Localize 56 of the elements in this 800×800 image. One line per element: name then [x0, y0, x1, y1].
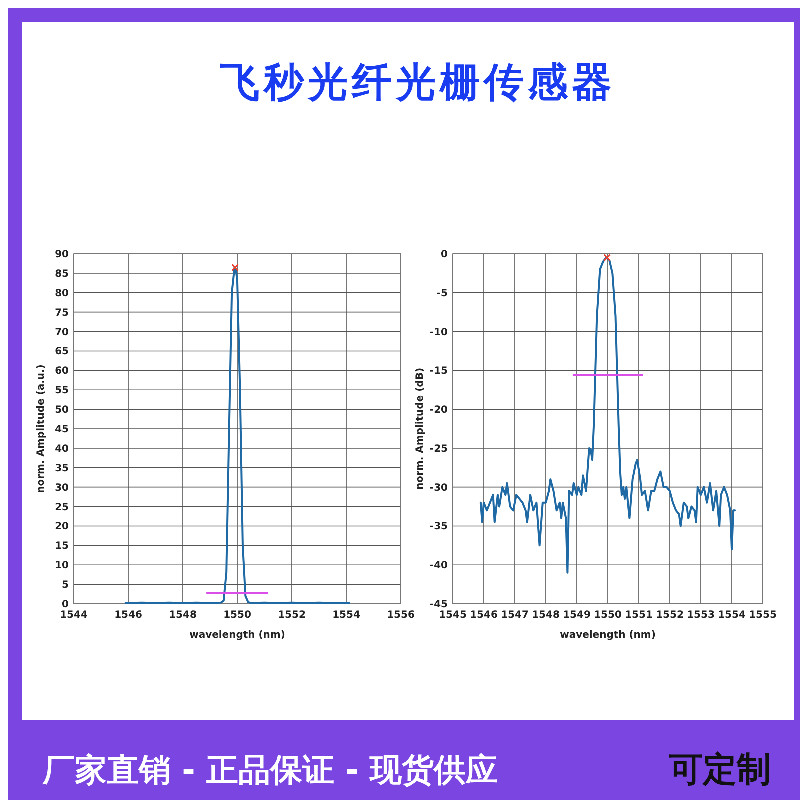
y-tick-label: 60 [55, 366, 70, 378]
y-tick-label: 30 [55, 482, 70, 494]
y-tick-label: -10 [430, 327, 448, 338]
x-tick-label: 1548 [532, 610, 560, 621]
y-tick-label: 40 [55, 444, 70, 455]
x-tick-label: 1552 [278, 610, 306, 621]
y-tick-label: 20 [55, 522, 70, 533]
y-axis-title: norm. Amplitude (a.u.) [36, 364, 47, 494]
x-tick-label: 1550 [594, 610, 622, 621]
y-tick-label: -15 [430, 366, 448, 378]
x-tick-label: 1554 [718, 610, 746, 621]
y-tick-label: 15 [55, 541, 70, 552]
y-tick-label: 85 [55, 268, 70, 280]
y-tick-label: 35 [55, 463, 70, 474]
y-tick-label: 90 [55, 250, 70, 260]
x-tick-label: 1549 [563, 610, 591, 621]
y-tick-label: 0 [62, 600, 70, 610]
y-tick-label: 50 [55, 405, 70, 416]
text: 厂家直销 - 正品保证 - 现货供应 [42, 751, 498, 789]
x-tick-label: 1546 [114, 610, 142, 621]
text: 可定制 [668, 750, 771, 790]
y-tick-label: 65 [55, 346, 70, 358]
y-tick-label: 80 [55, 288, 70, 300]
y-tick-label: -30 [430, 482, 448, 494]
y-tick-label: -25 [430, 444, 448, 455]
line-series [124, 266, 350, 604]
x-tick-label: 1555 [749, 610, 777, 621]
y-tick-label: -40 [430, 560, 448, 572]
x-tick-label: 1554 [332, 610, 360, 621]
y-tick-label: 0 [441, 250, 448, 260]
x-tick-label: 1547 [501, 610, 529, 621]
text: 飞秒光纤光栅传感器 [220, 60, 616, 106]
x-axis-title: wavelength (nm) [560, 630, 656, 641]
x-tick-label: 1551 [625, 610, 653, 621]
x-tick-label: 1544 [60, 610, 88, 621]
x-tick-label: 1553 [687, 610, 715, 621]
y-tick-label: 55 [55, 386, 70, 397]
x-axis-title: wavelength (nm) [190, 630, 286, 641]
y-tick-label: -20 [430, 405, 448, 416]
x-tick-label: 1545 [439, 610, 467, 621]
y-axis-title: norm. Amplitude (dB) [415, 368, 426, 490]
y-tick-label: 45 [55, 424, 70, 436]
x-tick-label: 1556 [387, 610, 415, 621]
y-tick-label: 10 [55, 560, 70, 572]
x-tick-label: 1548 [169, 610, 197, 621]
y-tick-label: 25 [55, 502, 70, 514]
y-tick-label: -45 [430, 600, 448, 610]
y-tick-label: 70 [55, 327, 70, 338]
y-tick-label: -5 [436, 288, 448, 300]
line-series [480, 256, 736, 574]
x-tick-label: 1550 [224, 610, 252, 621]
y-tick-label: -35 [430, 522, 448, 533]
x-tick-label: 1552 [656, 610, 684, 621]
y-tick-label: 75 [55, 308, 70, 319]
x-tick-label: 1546 [470, 610, 498, 621]
y-tick-label: 5 [62, 580, 70, 592]
